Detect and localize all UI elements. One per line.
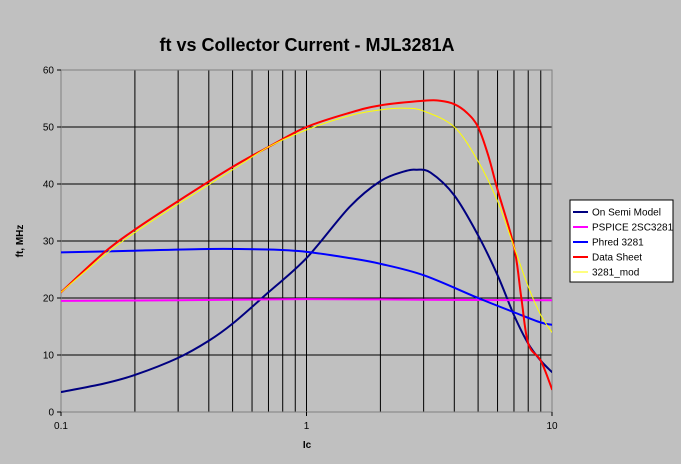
x-axis-label: Ic [303, 440, 312, 451]
series-line-pspice-2sc3281 [61, 298, 552, 302]
legend: On Semi Model PSPICE 2SC3281 Phred 3281 Dat… [569, 199, 674, 283]
y-tick-label: 30 [43, 237, 55, 248]
x-tick-label: 0.1 [54, 421, 68, 432]
chart-title: ft vs Collector Current - MJL3281A [159, 35, 454, 55]
plot-area: 0 10 20 30 40 50 60 0.1 1 10 [43, 66, 558, 433]
series-line-data-sheet [61, 99, 552, 391]
y-tick-label: 20 [43, 294, 55, 305]
y-tick-label: 50 [43, 123, 55, 134]
y-axis-label: ft, MHz [15, 225, 26, 258]
y-tick-label: 60 [43, 66, 55, 77]
x-tick-label: 1 [304, 421, 310, 432]
legend-label-3281-mod: 3281_mod [592, 268, 639, 279]
series-group [61, 99, 552, 394]
x-tick-label: 10 [546, 421, 558, 432]
y-tick-label: 40 [43, 180, 55, 191]
legend-label-pspice-2sc3281: PSPICE 2SC3281 [592, 223, 674, 234]
series-line-phred-3281 [61, 247, 552, 326]
legend-label-phred-3281: Phred 3281 [592, 238, 644, 249]
y-tick-label: 0 [48, 408, 54, 419]
y-tick-label: 10 [43, 351, 55, 362]
legend-label-on-semi-model: On Semi Model [592, 208, 661, 219]
series-line-3281-mod [61, 107, 552, 333]
legend-label-data-sheet: Data Sheet [592, 253, 642, 264]
